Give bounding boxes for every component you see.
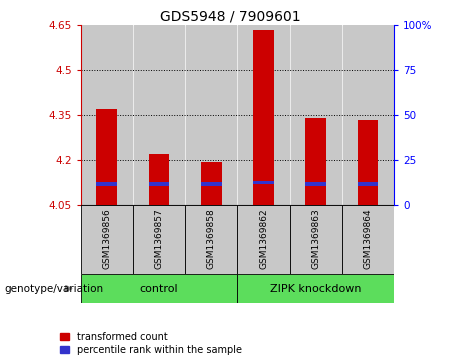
- Bar: [342, 205, 394, 274]
- Legend: transformed count, percentile rank within the sample: transformed count, percentile rank withi…: [60, 331, 242, 355]
- Bar: [305, 182, 326, 185]
- Bar: [81, 205, 133, 274]
- Bar: [237, 205, 290, 274]
- Text: genotype/variation: genotype/variation: [5, 284, 104, 294]
- Bar: [133, 205, 185, 274]
- Bar: [186, 25, 236, 205]
- Text: ZIPK knockdown: ZIPK knockdown: [270, 284, 361, 294]
- Bar: [96, 109, 117, 205]
- Bar: [201, 162, 222, 205]
- Bar: [82, 25, 132, 205]
- Bar: [291, 25, 341, 205]
- Bar: [237, 274, 394, 303]
- Text: GSM1369862: GSM1369862: [259, 208, 268, 269]
- Bar: [253, 180, 274, 184]
- Text: control: control: [140, 284, 178, 294]
- Bar: [201, 182, 222, 185]
- Bar: [358, 120, 378, 205]
- Bar: [134, 25, 184, 205]
- Bar: [185, 205, 237, 274]
- Text: GSM1369856: GSM1369856: [102, 208, 111, 269]
- Bar: [305, 118, 326, 205]
- Bar: [96, 182, 117, 185]
- Text: GDS5948 / 7909601: GDS5948 / 7909601: [160, 9, 301, 23]
- Text: GSM1369857: GSM1369857: [154, 208, 164, 269]
- Bar: [148, 182, 170, 185]
- Text: GSM1369858: GSM1369858: [207, 208, 216, 269]
- Bar: [81, 274, 237, 303]
- Bar: [343, 25, 393, 205]
- Bar: [238, 25, 289, 205]
- Bar: [253, 30, 274, 205]
- Bar: [290, 205, 342, 274]
- Text: GSM1369863: GSM1369863: [311, 208, 320, 269]
- Text: GSM1369864: GSM1369864: [364, 208, 372, 269]
- Bar: [358, 182, 378, 185]
- Bar: [148, 154, 170, 205]
